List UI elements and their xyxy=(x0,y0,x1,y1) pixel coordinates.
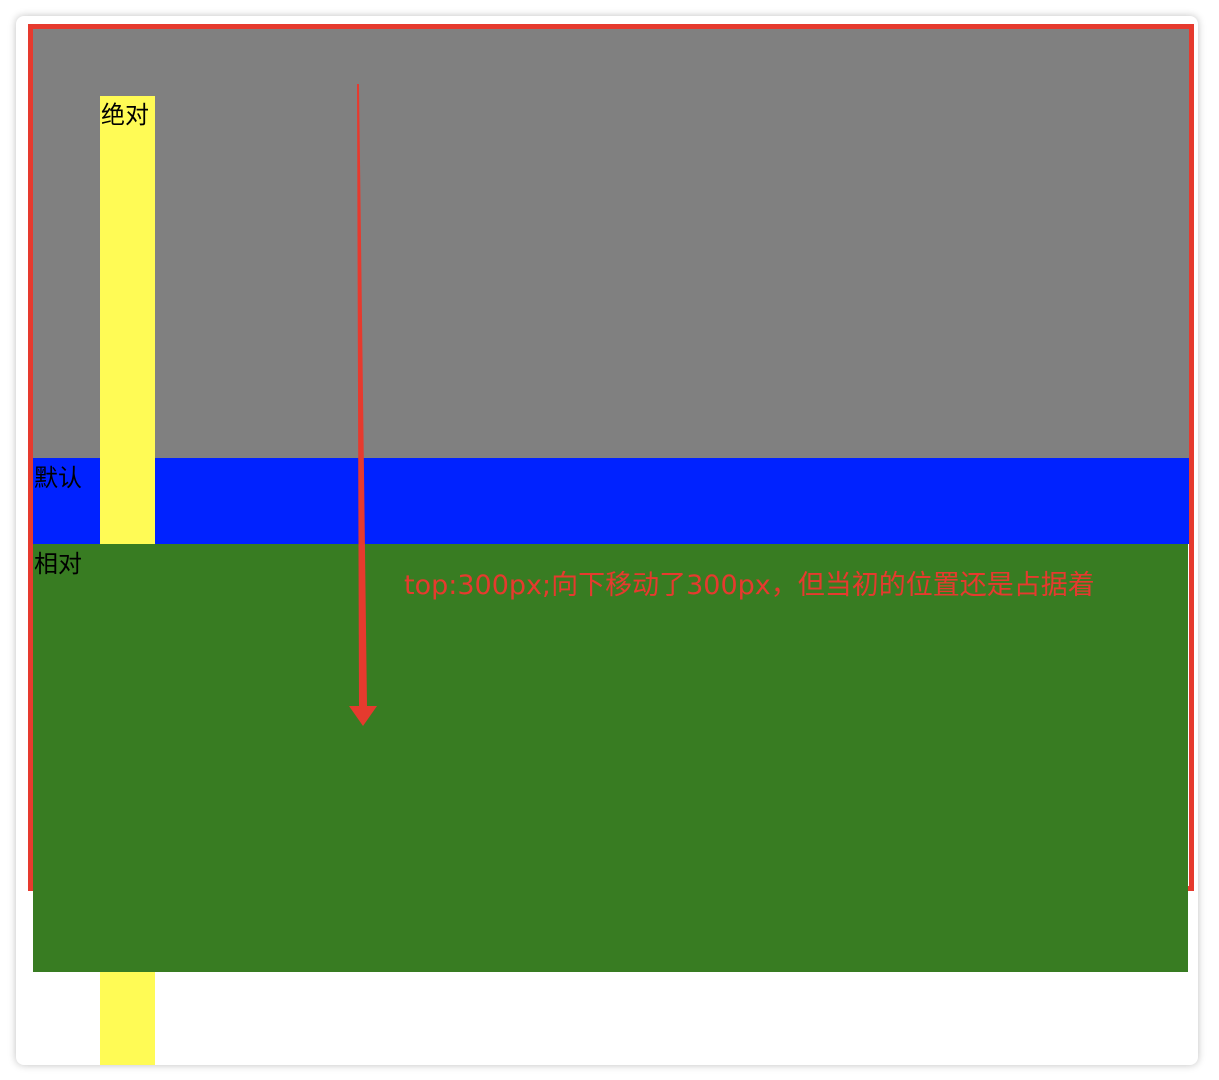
absolute-block xyxy=(100,96,155,544)
default-label: 默认 xyxy=(34,464,82,492)
relative-block xyxy=(33,544,1188,972)
gray-block xyxy=(33,29,1189,458)
relative-label: 相对 xyxy=(34,550,82,578)
absolute-label: 绝对 xyxy=(101,101,149,129)
default-block xyxy=(33,458,1189,544)
annotation-text: top:300px;向下移动了300px，但当初的位置还是占据着 xyxy=(404,570,1095,601)
absolute-block-overflow xyxy=(100,972,155,1065)
